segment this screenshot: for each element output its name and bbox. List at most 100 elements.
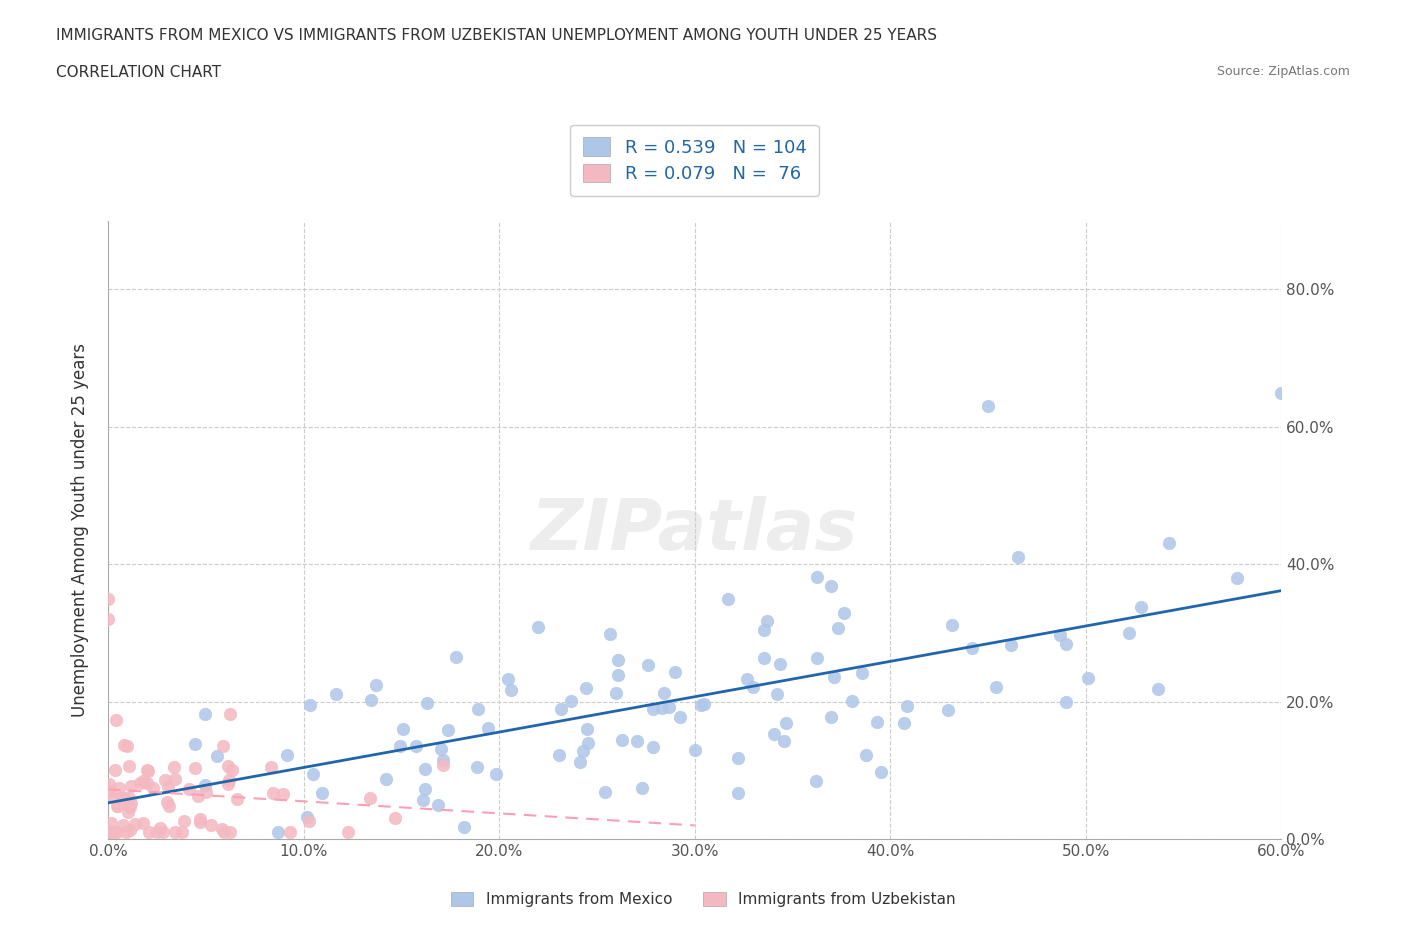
Point [136, 776, 159, 790]
Point [301, 766, 323, 781]
Point [325, 686, 347, 701]
Point [742, 680, 765, 695]
Point [101, 789, 124, 804]
Point [1007, 550, 1029, 565]
Point [575, 681, 598, 696]
Point [273, 787, 295, 802]
Point [766, 686, 789, 701]
Point [118, 759, 141, 774]
Point [405, 738, 427, 753]
Text: IMMIGRANTS FROM MEXICO VS IMMIGRANTS FROM UZBEKISTAN UNEMPLOYMENT AMONG YOUTH UN: IMMIGRANTS FROM MEXICO VS IMMIGRANTS FRO… [56, 28, 938, 43]
Point [217, 759, 239, 774]
Point [412, 792, 434, 807]
Point [163, 760, 186, 775]
Point [118, 790, 141, 805]
Point [262, 785, 284, 800]
Point [211, 821, 233, 836]
Point [769, 656, 792, 671]
Point [153, 772, 176, 787]
Point [820, 710, 842, 724]
Point [103, 825, 125, 840]
Point [163, 772, 186, 787]
Point [827, 620, 849, 635]
Point [221, 762, 243, 777]
Point [693, 697, 716, 711]
Point [1000, 637, 1022, 652]
Point [1054, 694, 1077, 709]
Point [152, 825, 174, 840]
Text: CORRELATION CHART: CORRELATION CHART [56, 65, 221, 80]
Point [643, 701, 665, 716]
Point [107, 799, 129, 814]
Point [690, 698, 713, 712]
Point [105, 825, 128, 840]
Legend: Immigrants from Mexico, Immigrants from Uzbekistan: Immigrants from Mexico, Immigrants from … [444, 885, 962, 913]
Point [114, 790, 136, 805]
Point [444, 650, 467, 665]
Point [960, 640, 983, 655]
Point [572, 744, 595, 759]
Point [146, 825, 169, 840]
Point [823, 670, 845, 684]
Point [211, 738, 233, 753]
Point [685, 743, 707, 758]
Point [190, 815, 212, 830]
Point [1159, 536, 1181, 551]
Point [129, 776, 152, 790]
Point [226, 791, 249, 806]
Point [156, 779, 179, 794]
Point [392, 722, 415, 737]
Point [260, 760, 283, 775]
Point [359, 790, 381, 805]
Point [165, 825, 187, 840]
Point [413, 762, 436, 777]
Point [112, 737, 135, 752]
Point [100, 825, 122, 840]
Point [120, 799, 142, 814]
Point [388, 738, 411, 753]
Legend: R = 0.539   N = 104, R = 0.079   N =  76: R = 0.539 N = 104, R = 0.079 N = 76 [571, 125, 820, 195]
Point [117, 805, 139, 820]
Point [110, 790, 132, 805]
Point [98, 783, 121, 798]
Point [727, 786, 749, 801]
Point [804, 774, 827, 789]
Point [576, 736, 599, 751]
Point [643, 739, 665, 754]
Point [413, 781, 436, 796]
Text: Source: ZipAtlas.com: Source: ZipAtlas.com [1216, 65, 1350, 78]
Y-axis label: Unemployment Among Youth under 25 years: Unemployment Among Youth under 25 years [72, 343, 89, 717]
Point [763, 726, 786, 741]
Point [1129, 600, 1152, 615]
Point [664, 665, 686, 680]
Point [136, 764, 159, 778]
Point [142, 781, 165, 796]
Point [97, 777, 120, 791]
Point [138, 825, 160, 840]
Point [149, 820, 172, 835]
Point [298, 813, 321, 828]
Point [384, 811, 406, 826]
Point [187, 788, 209, 803]
Point [432, 752, 454, 767]
Point [626, 733, 648, 748]
Point [806, 570, 828, 585]
Point [866, 714, 889, 729]
Point [177, 782, 200, 797]
Point [569, 755, 592, 770]
Point [977, 399, 1000, 414]
Point [195, 785, 218, 800]
Point [1146, 681, 1168, 696]
Point [97, 612, 120, 627]
Point [432, 758, 454, 773]
Point [194, 707, 217, 722]
Point [120, 822, 142, 837]
Point [560, 694, 582, 709]
Point [775, 715, 797, 730]
Point [607, 653, 630, 668]
Point [311, 786, 333, 801]
Point [605, 685, 627, 700]
Point [855, 748, 877, 763]
Point [100, 825, 122, 840]
Point [200, 817, 222, 832]
